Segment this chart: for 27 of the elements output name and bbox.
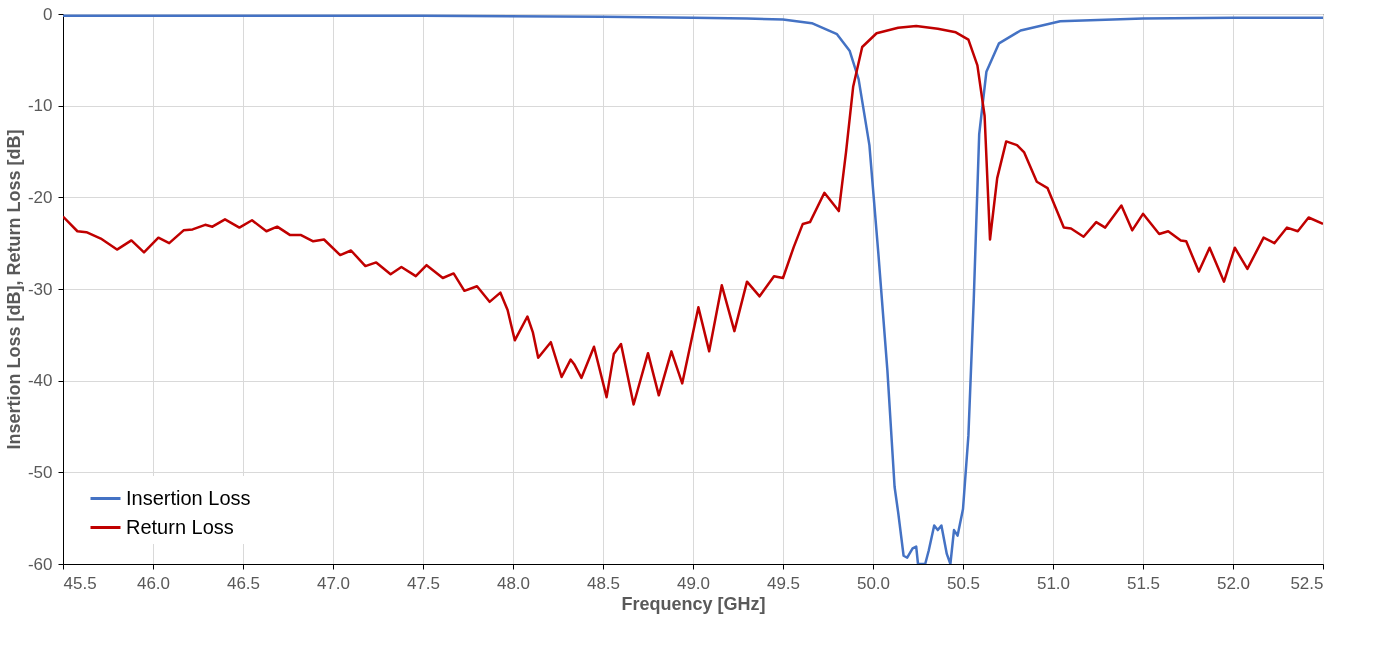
x-tick-label: 47.0: [316, 573, 351, 593]
x-tick-label: 52.5: [1290, 573, 1324, 593]
x-tick-label: 48.5: [586, 573, 621, 593]
x-tick-label: 49.5: [766, 573, 801, 593]
line-series: [63, 24, 1323, 406]
x-axis-title: Frequency [GHz]: [621, 593, 766, 614]
x-tick-label: 45.5: [63, 573, 97, 593]
x-tick-label: 51.0: [1036, 573, 1071, 593]
y-tick-label: -60: [27, 554, 53, 574]
y-tick-label: -40: [27, 371, 53, 391]
y-tick-label: -50: [27, 462, 53, 482]
x-tick-label: 49.0: [676, 573, 711, 593]
legend-label: Insertion Loss: [126, 486, 251, 509]
x-tick-label: 50.0: [856, 573, 891, 593]
y-axis-title: Insertion Loss [dB], Return Loss [dB]: [3, 129, 24, 450]
y-tick-label: -30: [27, 279, 53, 299]
y-tick-label: -10: [27, 96, 53, 116]
x-tick-label: 50.5: [946, 573, 981, 593]
x-tick-label: 46.0: [136, 573, 171, 593]
x-tick-label: 48.0: [496, 573, 531, 593]
y-tick-label: 0: [43, 4, 53, 24]
y-tick-label: -20: [27, 187, 53, 207]
x-tick-label: 51.5: [1126, 573, 1161, 593]
x-tick-label: 46.5: [226, 573, 261, 593]
x-tick-label: 47.5: [406, 573, 441, 593]
x-tick-label: 52.0: [1216, 573, 1251, 593]
legend-label: Return Loss: [126, 515, 234, 538]
